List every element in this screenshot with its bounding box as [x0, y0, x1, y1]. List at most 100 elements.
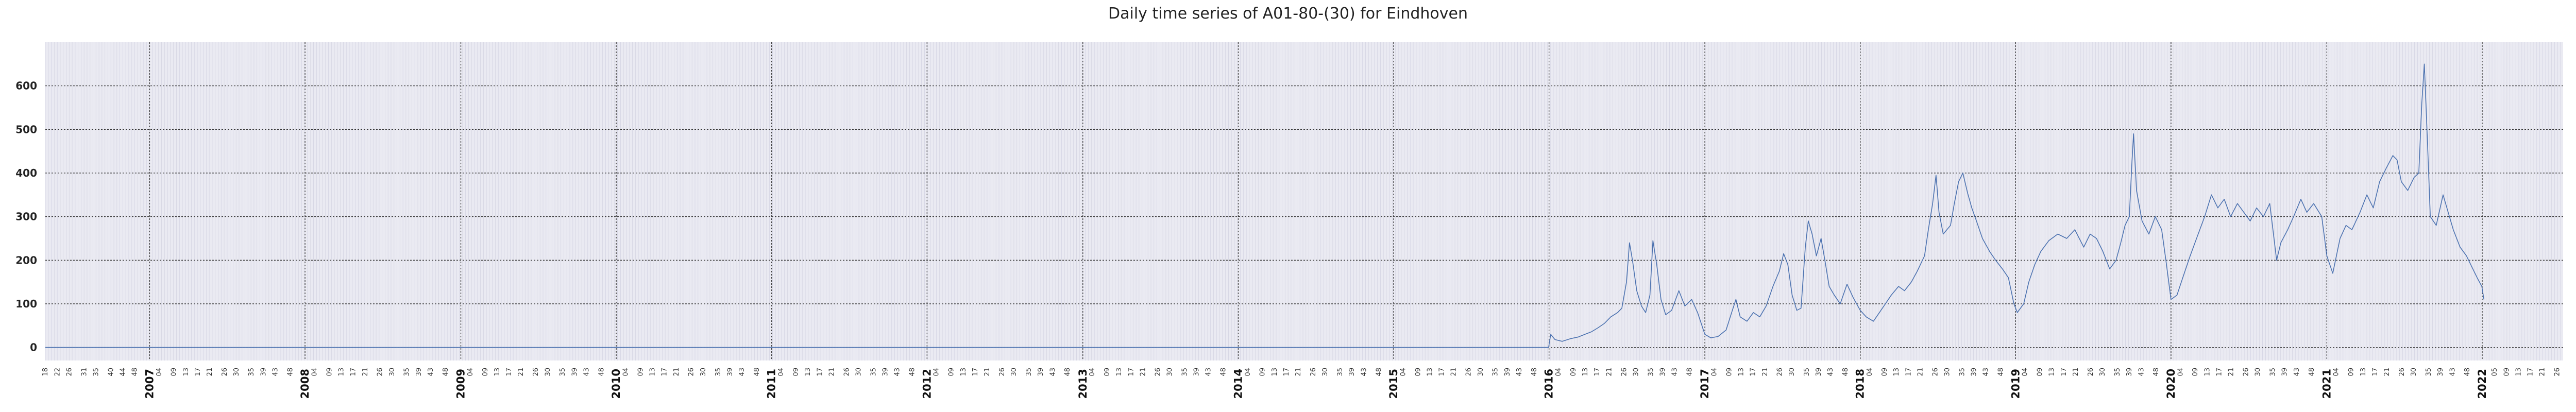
- week-tick-label: 39: [1504, 368, 1512, 376]
- week-tick-label: 43: [2449, 368, 2456, 376]
- week-tick-label: 26: [1776, 368, 1784, 376]
- week-tick-label: 43: [894, 368, 902, 376]
- plot-background: [45, 42, 2563, 360]
- week-tick-label: 26: [532, 368, 540, 376]
- week-tick-label: 13: [649, 368, 657, 376]
- series-line: [45, 63, 2485, 348]
- week-tick-label: 04: [933, 368, 941, 376]
- week-tick-label: 39: [882, 368, 890, 376]
- year-tick-label: 2013: [1077, 369, 1089, 399]
- week-tick-label: 13: [2360, 368, 2367, 376]
- week-tick-label: 39: [1815, 368, 1823, 376]
- week-tick-label: 39: [1659, 368, 1667, 376]
- week-tick-label: 21: [673, 368, 681, 376]
- week-tick-label: 09: [637, 368, 645, 376]
- year-tick-label: 2020: [2165, 369, 2177, 399]
- week-tick-label: 26: [1465, 368, 1473, 376]
- week-tick-label: 13: [1582, 368, 1589, 376]
- week-tick-label: 21: [2539, 368, 2547, 376]
- week-tick-label: 43: [1205, 368, 1213, 376]
- week-tick-label: 13: [1426, 368, 1434, 376]
- week-tick-label: 35: [1803, 368, 1811, 376]
- week-tick-label: 09: [2037, 368, 2044, 376]
- year-tick-label: 2022: [2476, 369, 2488, 399]
- week-tick-label: 09: [326, 368, 333, 376]
- week-tick-label: 39: [260, 368, 267, 376]
- week-tick-label: 43: [1049, 368, 1057, 376]
- week-tick-label: 17: [2371, 368, 2379, 376]
- week-tick-label: 09: [948, 368, 956, 376]
- week-tick-label: 09: [1104, 368, 1111, 376]
- week-tick-label: 43: [1671, 368, 1679, 376]
- year-tick-label: 2012: [921, 369, 933, 399]
- week-tick-label: 43: [272, 368, 279, 376]
- year-tick-label: 2010: [610, 369, 622, 399]
- week-tick-label: 13: [1271, 368, 1279, 376]
- week-tick-label: 26: [1154, 368, 1162, 376]
- week-tick-label: 17: [1127, 368, 1135, 376]
- week-tick-label: 21: [1605, 368, 1613, 376]
- year-tick-label: 2018: [1854, 369, 1867, 399]
- week-tick-label: 26: [377, 368, 384, 376]
- week-tick-label: 09: [1725, 368, 1733, 376]
- week-tick-label: 09: [2503, 368, 2511, 376]
- week-tick-label: 48: [131, 368, 139, 376]
- week-tick-label: 26: [221, 368, 229, 376]
- chart-title: Daily time series of A01-80-(30) for Ein…: [1108, 5, 1468, 23]
- week-tick-label: 48: [2153, 368, 2160, 376]
- week-tick-label: 26: [2554, 368, 2562, 376]
- week-tick-label: 35: [870, 368, 877, 376]
- week-tick-label: 17: [2215, 368, 2223, 376]
- week-tick-label: 30: [544, 368, 552, 376]
- week-tick-label: 04: [2333, 368, 2341, 376]
- week-tick-label: 48: [598, 368, 605, 376]
- major-gridlines: [45, 42, 2563, 360]
- week-tick-label: 17: [194, 368, 202, 376]
- week-tick-label: 13: [1893, 368, 1901, 376]
- week-tick-label: 35: [1336, 368, 1344, 376]
- week-tick-label: 26: [65, 368, 73, 376]
- year-tick-label: 2011: [766, 369, 778, 399]
- year-tick-label: 2016: [1543, 369, 1555, 399]
- year-tick-label: 2014: [1232, 369, 1244, 399]
- week-tick-label: 17: [505, 368, 513, 376]
- week-tick-label: 35: [403, 368, 411, 376]
- week-tick-label: 09: [1570, 368, 1578, 376]
- week-tick-label: 21: [1917, 368, 1924, 376]
- week-tick-label: 21: [2383, 368, 2391, 376]
- y-tick-label: 600: [15, 80, 37, 92]
- week-tick-label: 04: [1399, 368, 1407, 376]
- week-tick-label: 35: [559, 368, 567, 376]
- week-tick-label: 48: [1531, 368, 1538, 376]
- week-tick-label: 21: [2072, 368, 2080, 376]
- week-tick-label: 17: [1438, 368, 1446, 376]
- week-tick-label: 30: [2255, 368, 2262, 376]
- week-tick-label: 04: [622, 368, 630, 376]
- week-tick-label: 30: [1632, 368, 1640, 376]
- y-tick-label: 300: [15, 211, 37, 223]
- week-tick-label: 21: [1139, 368, 1147, 376]
- week-tick-label: 48: [2308, 368, 2316, 376]
- week-tick-label: 26: [2243, 368, 2250, 376]
- week-tick-label: 04: [156, 368, 163, 376]
- week-tick-label: 30: [1010, 368, 1018, 376]
- week-tick-label: 48: [1375, 368, 1383, 376]
- week-tick-label: 04: [777, 368, 785, 376]
- week-tick-label: 26: [688, 368, 696, 376]
- week-tick-label: 17: [1594, 368, 1601, 376]
- y-tick-label: 200: [15, 254, 37, 266]
- week-tick-label: 17: [350, 368, 358, 376]
- week-tick-label: 30: [1788, 368, 1796, 376]
- week-tick-label: 21: [362, 368, 369, 376]
- week-tick-label: 17: [2527, 368, 2535, 376]
- week-tick-label: 30: [700, 368, 707, 376]
- week-tick-label: 35: [1647, 368, 1655, 376]
- week-tick-label: 13: [960, 368, 968, 376]
- week-tick-label: 04: [2177, 368, 2184, 376]
- week-tick-label: 31: [80, 368, 88, 376]
- week-tick-label: 43: [1360, 368, 1368, 376]
- week-tick-label: 35: [2114, 368, 2122, 376]
- week-tick-label: 39: [2281, 368, 2289, 376]
- week-tick-label: 18: [42, 368, 49, 376]
